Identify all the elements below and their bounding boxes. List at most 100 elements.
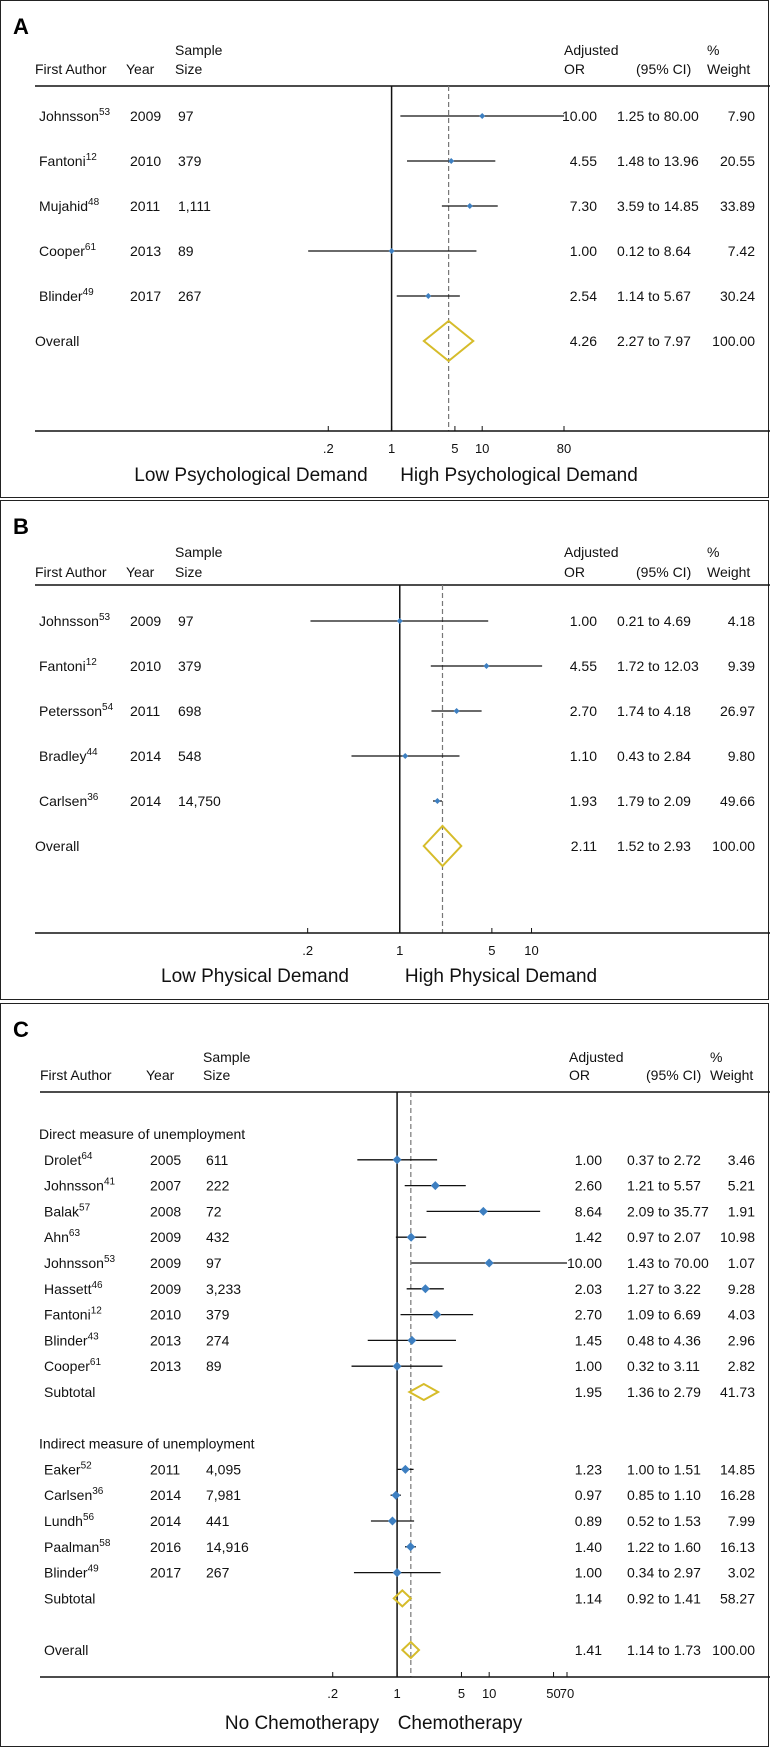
study-year: 2017 xyxy=(130,288,161,304)
point-estimate xyxy=(432,1310,442,1320)
study-year: 2009 xyxy=(150,1229,181,1245)
point-estimate xyxy=(392,1568,402,1578)
axis-right-label: High Psychological Demand xyxy=(400,465,638,486)
header-percent: % xyxy=(707,544,719,560)
study-sample-size: 14,916 xyxy=(206,1539,249,1555)
study-reference: 49 xyxy=(83,287,95,298)
study-year: 2014 xyxy=(150,1513,181,1529)
point-estimate xyxy=(479,113,486,119)
confidence-interval: 3.59 to 14.85 xyxy=(617,198,699,214)
point-estimate xyxy=(425,293,432,299)
pooled-diamond xyxy=(407,1382,441,1402)
weight-value: 2.96 xyxy=(728,1332,755,1348)
confidence-interval: 1.79 to 2.09 xyxy=(617,793,691,809)
confidence-interval: 0.43 to 2.84 xyxy=(617,748,691,764)
header-size: Size xyxy=(175,564,202,580)
weight-value: 9.39 xyxy=(728,658,755,674)
header-ci: (95% CI) xyxy=(636,564,691,580)
study-author: Fantoni12 xyxy=(44,1306,102,1323)
weight-value: 5.21 xyxy=(728,1178,755,1194)
weight-value: 16.13 xyxy=(720,1539,755,1555)
study-author: Johnsson53 xyxy=(39,612,110,629)
study-year: 2014 xyxy=(130,793,161,809)
weight-value: 58.27 xyxy=(720,1590,755,1606)
odds-ratio-value: 1.95 xyxy=(575,1384,602,1400)
x-tick-label: 5 xyxy=(488,943,495,958)
weight-value: 3.46 xyxy=(728,1152,755,1168)
study-reference: 43 xyxy=(88,1331,100,1342)
weight-value: 9.80 xyxy=(728,748,755,764)
odds-ratio-value: 0.89 xyxy=(575,1513,602,1529)
odds-ratio-value: 1.10 xyxy=(570,748,597,764)
confidence-interval: 1.25 to 80.00 xyxy=(617,108,699,124)
x-tick-label: 80 xyxy=(557,441,571,456)
odds-ratio-value: 2.11 xyxy=(571,838,597,854)
confidence-interval: 1.27 to 3.22 xyxy=(627,1281,701,1297)
point-estimate xyxy=(406,1232,416,1242)
pooled-diamond xyxy=(422,319,475,363)
confidence-interval: 1.36 to 2.79 xyxy=(627,1384,701,1400)
study-reference: 53 xyxy=(99,107,111,118)
study-reference: 53 xyxy=(104,1254,116,1265)
weight-value: 2.82 xyxy=(728,1358,755,1374)
odds-ratio-value: 1.00 xyxy=(575,1358,602,1374)
odds-ratio-value: 10.00 xyxy=(562,108,597,124)
study-year: 2011 xyxy=(130,198,160,214)
study-year: 2016 xyxy=(150,1539,181,1555)
confidence-interval: 1.52 to 2.93 xyxy=(617,838,691,854)
weight-value: 7.90 xyxy=(728,108,755,124)
confidence-interval: 1.43 to 70.00 xyxy=(627,1255,709,1271)
study-author: Johnsson41 xyxy=(44,1177,115,1194)
weight-value: 41.73 xyxy=(720,1384,755,1400)
confidence-interval: 1.09 to 6.69 xyxy=(627,1307,701,1323)
study-sample-size: 4,095 xyxy=(206,1461,241,1477)
study-author: Carlsen36 xyxy=(39,792,99,809)
study-year: 2013 xyxy=(150,1332,181,1348)
overall-label: Overall xyxy=(44,1642,88,1658)
point-estimate xyxy=(434,798,441,804)
weight-value: 3.02 xyxy=(728,1565,755,1581)
header-size: Size xyxy=(175,61,202,77)
study-author: Lundh56 xyxy=(44,1512,94,1529)
point-estimate xyxy=(402,753,409,759)
x-tick-label: 5 xyxy=(451,441,458,456)
x-tick-label: 70 xyxy=(560,1686,574,1701)
study-year: 2009 xyxy=(150,1281,181,1297)
confidence-interval: 1.21 to 5.57 xyxy=(627,1178,701,1194)
x-tick-label: .2 xyxy=(323,441,334,456)
x-tick-label: 10 xyxy=(524,943,538,958)
study-reference: 54 xyxy=(102,702,114,713)
study-year: 2011 xyxy=(150,1461,180,1477)
odds-ratio-value: 1.00 xyxy=(575,1565,602,1581)
weight-value: 4.03 xyxy=(728,1307,755,1323)
confidence-interval: 0.34 to 2.97 xyxy=(627,1565,701,1581)
odds-ratio-value: 2.60 xyxy=(575,1178,602,1194)
study-year: 2014 xyxy=(150,1487,181,1503)
header-weight: Weight xyxy=(710,1067,753,1083)
study-author: Balak57 xyxy=(44,1202,91,1219)
study-reference: 36 xyxy=(87,792,99,803)
confidence-interval: 0.32 to 3.11 xyxy=(627,1358,700,1374)
point-estimate xyxy=(392,1361,402,1371)
study-reference: 48 xyxy=(88,197,100,208)
odds-ratio-value: 2.03 xyxy=(575,1281,602,1297)
study-author: Paalman58 xyxy=(44,1538,111,1555)
confidence-interval: 2.27 to 7.97 xyxy=(617,333,691,349)
study-author: Petersson54 xyxy=(39,702,114,719)
weight-value: 100.00 xyxy=(712,1642,755,1658)
study-sample-size: 379 xyxy=(178,153,202,169)
header-adjusted: Adjusted xyxy=(564,42,618,58)
study-reference: 56 xyxy=(83,1512,95,1523)
odds-ratio-value: 2.70 xyxy=(570,703,597,719)
study-reference: 57 xyxy=(79,1202,91,1213)
odds-ratio-value: 8.64 xyxy=(575,1203,602,1219)
weight-value: 26.97 xyxy=(720,703,755,719)
header-first-author: First Author xyxy=(40,1067,112,1083)
confidence-interval: 0.92 to 1.41 xyxy=(627,1590,701,1606)
confidence-interval: 1.72 to 12.03 xyxy=(617,658,699,674)
study-year: 2005 xyxy=(150,1152,181,1168)
header-ci: (95% CI) xyxy=(636,61,691,77)
weight-value: 14.85 xyxy=(720,1461,755,1477)
x-tick-label: 1 xyxy=(396,943,403,958)
study-author: Eaker52 xyxy=(44,1460,92,1477)
